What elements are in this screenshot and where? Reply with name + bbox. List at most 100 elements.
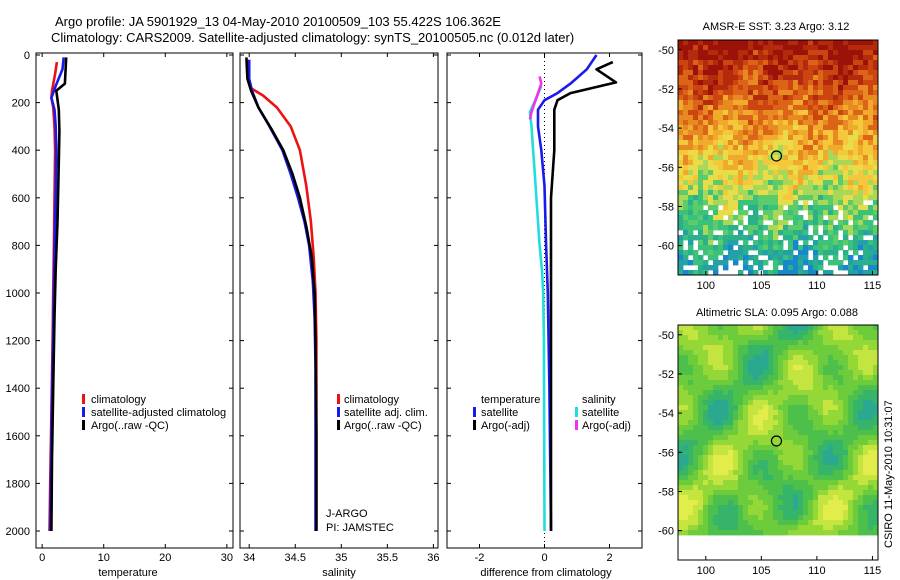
sla-cell — [718, 405, 724, 411]
sla-cell — [708, 495, 714, 501]
sst-cell — [788, 210, 794, 216]
sst-cell — [798, 50, 804, 56]
sla-cell — [838, 455, 844, 461]
sla-cell — [718, 480, 724, 486]
sst-cell — [758, 230, 764, 236]
sst-cell — [788, 55, 794, 61]
sst-cell — [823, 95, 829, 101]
sla-map-title: Altimetric SLA: 0.095 Argo: 0.088 — [696, 307, 858, 319]
sst-cell — [823, 50, 829, 56]
sst-cell — [698, 255, 704, 261]
sst-cell — [873, 190, 879, 196]
sst-cell — [698, 115, 704, 121]
sst-cell — [703, 195, 709, 201]
sst-cell — [758, 265, 764, 271]
sla-cell — [703, 490, 709, 496]
sst-cell — [833, 50, 839, 56]
sla-cell — [688, 355, 694, 361]
sla-cell — [803, 515, 809, 521]
sst-cell — [753, 50, 759, 56]
sst-cell — [718, 120, 724, 126]
sst-cell — [773, 85, 779, 91]
sst-cell — [808, 65, 814, 71]
sst-cell — [688, 235, 694, 241]
sst-cell — [778, 45, 784, 51]
sla-cell — [778, 530, 784, 536]
sst-cell — [873, 55, 879, 61]
sla-cell — [833, 450, 839, 456]
sst-cell — [758, 250, 764, 256]
sla-cell — [843, 410, 849, 416]
sla-cell — [763, 340, 769, 346]
sst-cell — [868, 55, 874, 61]
sst-cell — [833, 60, 839, 66]
sla-cell — [788, 385, 794, 391]
sst-cell — [788, 170, 794, 176]
sla-cell — [758, 380, 764, 386]
sst-cell — [858, 55, 864, 61]
sla-cell — [733, 475, 739, 481]
sst-cell — [693, 145, 699, 151]
sst-cell — [838, 195, 844, 201]
sla-cell — [713, 450, 719, 456]
sst-cell — [818, 210, 824, 216]
sla-cell — [788, 530, 794, 536]
sla-cell — [713, 415, 719, 421]
sla-cell — [698, 500, 704, 506]
sla-cell — [723, 350, 729, 356]
sla-cell — [733, 435, 739, 441]
sla-cell — [833, 435, 839, 441]
sla-cell — [763, 465, 769, 471]
sst-cell — [788, 185, 794, 191]
sla-cell — [703, 455, 709, 461]
sla-cell — [798, 410, 804, 416]
sla-cell — [748, 480, 754, 486]
series-line-argo — [50, 57, 68, 532]
sla-cell — [823, 525, 829, 531]
sst-cell — [703, 175, 709, 181]
sst-cell — [818, 160, 824, 166]
sst-cell — [738, 60, 744, 66]
sla-cell — [693, 370, 699, 376]
sla-cell — [678, 505, 684, 511]
sst-cell — [848, 115, 854, 121]
sla-cell — [873, 520, 879, 526]
sst-cell — [698, 60, 704, 66]
sst-cell — [683, 195, 689, 201]
sst-cell — [783, 65, 789, 71]
sla-cell — [743, 355, 749, 361]
sla-cell — [743, 485, 749, 491]
sla-cell — [773, 400, 779, 406]
sla-cell — [833, 530, 839, 536]
sla-cell — [698, 400, 704, 406]
sla-cell — [858, 420, 864, 426]
sla-cell — [733, 340, 739, 346]
sla-cell — [688, 440, 694, 446]
sla-cell — [758, 450, 764, 456]
sst-cell — [803, 85, 809, 91]
sst-cell — [763, 60, 769, 66]
sst-cell — [708, 155, 714, 161]
sst-cell — [703, 245, 709, 251]
sst-cell — [708, 75, 714, 81]
sla-cell — [843, 445, 849, 451]
sla-cell — [773, 425, 779, 431]
sst-cell — [798, 155, 804, 161]
sla-cell — [773, 525, 779, 531]
sla-cell — [808, 425, 814, 431]
sla-cell — [853, 515, 859, 521]
sla-cell — [848, 340, 854, 346]
sla-cell — [853, 340, 859, 346]
sst-cell — [858, 230, 864, 236]
sla-cell — [793, 450, 799, 456]
sst-cell — [768, 110, 774, 116]
sst-cell — [773, 100, 779, 106]
figure-title-line-1: Argo profile: JA 5901929_13 04-May-2010 … — [55, 14, 501, 29]
sla-cell — [778, 355, 784, 361]
sst-cell — [838, 105, 844, 111]
sla-cell — [838, 510, 844, 516]
sst-cell — [833, 75, 839, 81]
sst-cell — [793, 245, 799, 251]
sla-cell — [713, 370, 719, 376]
sst-cell — [678, 45, 684, 51]
